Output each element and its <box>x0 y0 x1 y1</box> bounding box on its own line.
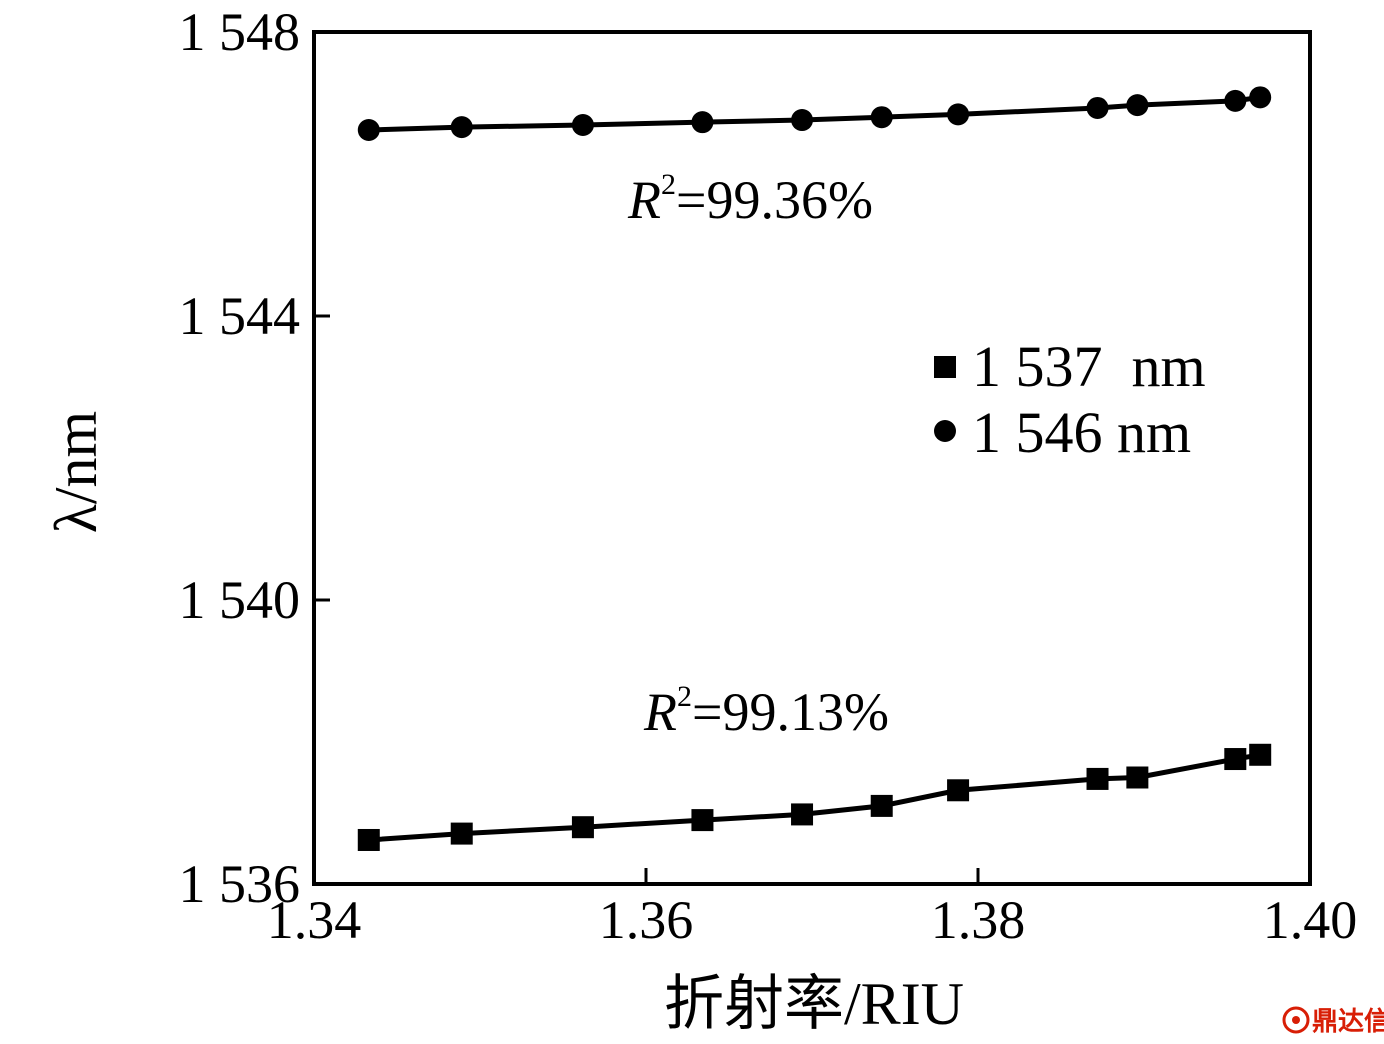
r-symbol: R <box>627 170 661 230</box>
r-symbol: R <box>643 682 677 742</box>
data-point-circle <box>1086 96 1109 119</box>
data-point-square <box>691 809 714 832</box>
y-axis-label: λ/nm <box>43 411 109 533</box>
logo-dot <box>1292 1016 1300 1024</box>
data-point-square <box>1249 743 1272 766</box>
data-point-circle <box>571 114 594 137</box>
data-point-circle <box>1126 94 1149 117</box>
dingdaxin-logo-icon <box>1282 1006 1310 1034</box>
data-point-circle <box>691 111 714 134</box>
y-tick-label: 1 540 <box>179 570 301 630</box>
y-tick-label: 1 536 <box>179 854 301 914</box>
data-point-square <box>947 779 970 802</box>
data-point-circle <box>450 116 473 139</box>
data-point-square <box>571 816 594 839</box>
y-tick-label: 1 544 <box>179 286 301 346</box>
x-tick-label: 1.34 <box>267 890 362 950</box>
y-tick-label: 1 548 <box>179 2 301 62</box>
data-point-square <box>1086 767 1109 790</box>
r-superscript: 2 <box>661 168 676 201</box>
x-axis-label: 折射率/RIU <box>664 971 964 1037</box>
legend-label-1546: 1 546 nm <box>972 400 1191 465</box>
plot-frame <box>312 30 1312 886</box>
series-line-1 <box>368 94 1261 133</box>
r-superscript: 2 <box>677 680 692 713</box>
legend-label-1537: 1 537 nm <box>972 334 1206 399</box>
watermark: 鼎达信 <box>1282 1006 1384 1037</box>
legend-circle-marker <box>934 420 956 442</box>
data-point-circle <box>870 106 893 129</box>
x-tick-label: 1.36 <box>599 890 694 950</box>
watermark-text: 鼎达信 <box>1312 1007 1384 1037</box>
data-point-square <box>791 803 814 826</box>
axis-ticks <box>314 314 980 884</box>
data-point-circle <box>1249 86 1272 109</box>
data-point-circle <box>357 118 380 141</box>
data-point-circle <box>791 109 814 132</box>
x-tick-label: 1.40 <box>1263 890 1358 950</box>
series-layer <box>357 86 1272 851</box>
r-squared-annotation-1546: R2=99.36% <box>627 168 873 230</box>
data-point-circle <box>947 103 970 126</box>
r-squared-value: =99.13% <box>692 682 889 742</box>
data-point-square <box>1224 748 1247 771</box>
data-point-square <box>870 794 893 817</box>
data-point-square <box>1126 766 1149 789</box>
axis-tick-labels: 1.34 1.36 1.38 1.40 1 536 1 540 1 544 1 548 <box>179 2 1358 950</box>
r-squared-value: =99.36% <box>676 170 873 230</box>
x-tick-label: 1.38 <box>931 890 1026 950</box>
legend: 1 537 nm 1 546 nm <box>934 334 1206 465</box>
legend-square-marker <box>934 356 956 378</box>
data-point-circle <box>1224 89 1247 112</box>
r-squared-annotation-1537: R2=99.13% <box>643 680 889 742</box>
data-point-square <box>357 828 380 851</box>
data-point-square <box>450 822 473 845</box>
